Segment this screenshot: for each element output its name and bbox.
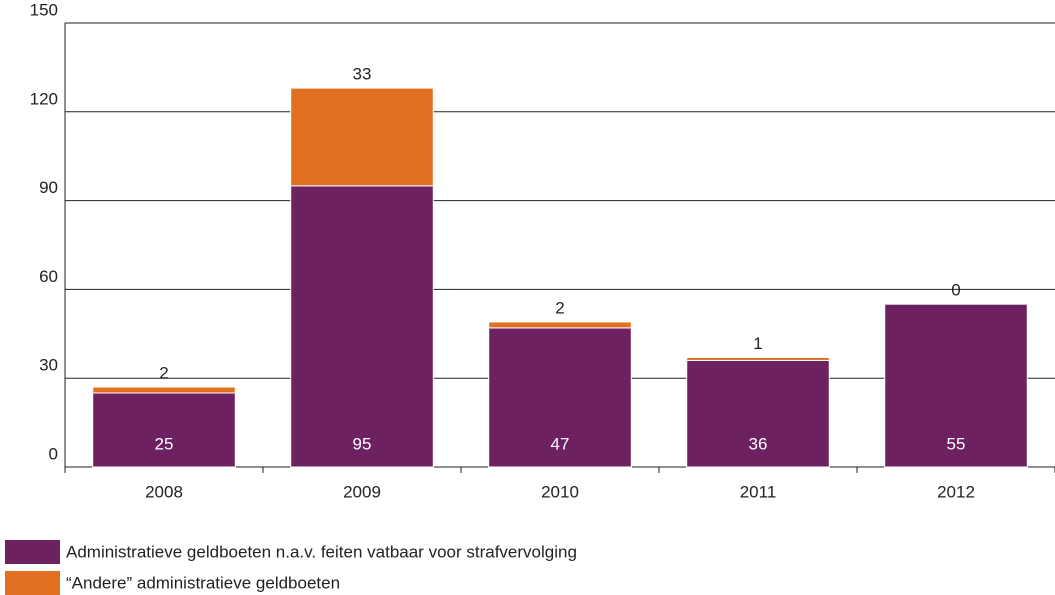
bar-segment <box>686 359 830 468</box>
value-label: 2 <box>159 364 168 383</box>
x-tick-label: 2009 <box>343 482 381 501</box>
bar-segment <box>290 185 434 468</box>
y-tick-label: 0 <box>49 444 58 463</box>
x-tick-label: 2008 <box>145 482 183 501</box>
x-tick-label: 2012 <box>937 482 975 501</box>
value-label: 25 <box>155 434 174 453</box>
value-label: 36 <box>749 434 768 453</box>
legend-label: Administratieve geldboeten n.a.v. feiten… <box>66 542 577 561</box>
value-label: 33 <box>353 65 372 84</box>
legend-label: “Andere” administratieve geldboeten <box>66 573 340 592</box>
bar-segment <box>290 87 434 187</box>
bar-segment <box>92 386 236 394</box>
x-tick-label: 2011 <box>740 482 777 501</box>
y-tick-label: 120 <box>30 89 58 108</box>
y-tick-label: 30 <box>39 356 58 375</box>
value-label: 1 <box>753 334 762 353</box>
y-tick-label: 150 <box>30 0 58 19</box>
bar-segment <box>92 392 236 468</box>
bar-segment <box>488 321 632 329</box>
bar-segment <box>884 303 1028 468</box>
legend-swatch <box>5 571 60 595</box>
bar-segment <box>686 356 830 361</box>
legend-swatch <box>5 540 60 564</box>
value-label: 55 <box>947 434 966 453</box>
value-label: 0 <box>951 281 960 300</box>
x-tick-label: 2010 <box>541 482 579 501</box>
value-label: 2 <box>555 298 564 317</box>
value-label: 47 <box>551 434 570 453</box>
y-tick-label: 60 <box>39 267 58 286</box>
value-label: 95 <box>353 434 372 453</box>
bar-segment <box>488 327 632 468</box>
y-tick-label: 90 <box>39 178 58 197</box>
